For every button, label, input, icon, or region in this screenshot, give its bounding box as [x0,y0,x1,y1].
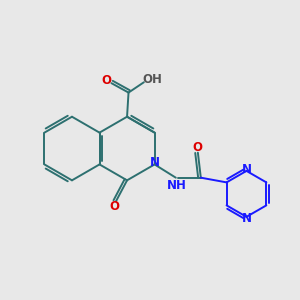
Text: N: N [242,212,252,225]
Text: O: O [192,141,202,154]
Text: NH: NH [167,179,187,192]
Text: N: N [242,163,252,176]
Text: OH: OH [143,73,163,86]
Text: O: O [101,74,111,87]
Text: O: O [110,200,119,213]
Text: N: N [150,157,160,169]
